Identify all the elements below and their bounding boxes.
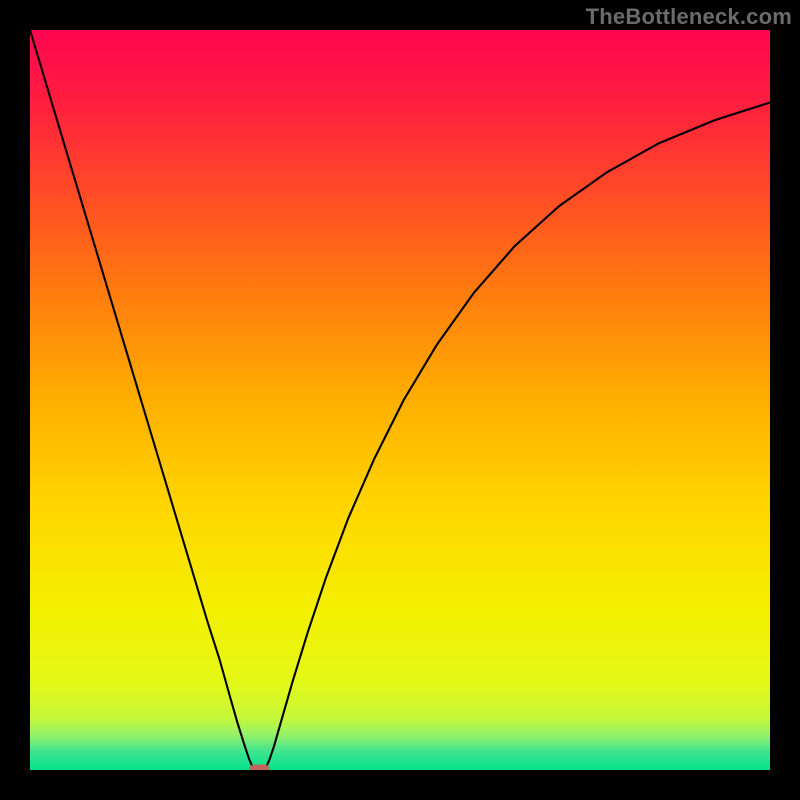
bottleneck-chart bbox=[30, 30, 770, 770]
chart-container: { "watermark": { "text": "TheBottleneck.… bbox=[0, 0, 800, 800]
watermark-text: TheBottleneck.com bbox=[586, 4, 792, 30]
vertex-marker bbox=[249, 764, 269, 770]
plot-area bbox=[30, 30, 770, 770]
